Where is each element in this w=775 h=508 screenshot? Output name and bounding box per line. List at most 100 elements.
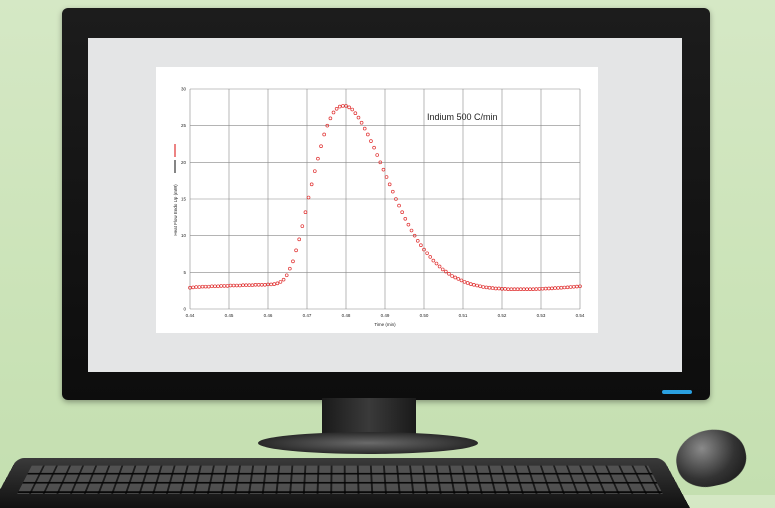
data-point [273, 283, 276, 286]
data-point [210, 285, 213, 288]
chart-panel: 0.44 0.45 0.46 0.47 0.48 0.49 0.50 0.51 0.52 0.53… [156, 67, 598, 333]
data-point [463, 280, 466, 283]
dsc-chart: 0.44 0.45 0.46 0.47 0.48 0.49 0.50 0.51 0.52 0.53… [156, 67, 598, 333]
data-point [201, 285, 204, 288]
data-point [363, 127, 366, 130]
data-point [538, 287, 541, 290]
data-point [204, 285, 207, 288]
y-tick-label: 25 [181, 123, 187, 128]
data-point [338, 105, 341, 108]
data-point [419, 244, 422, 247]
data-point [223, 284, 226, 287]
data-point [451, 275, 454, 278]
screen: 0.44 0.45 0.46 0.47 0.48 0.49 0.50 0.51 0.52 0.53… [88, 38, 682, 372]
data-point [522, 288, 525, 291]
data-point [388, 183, 391, 186]
y-tick-label: 20 [181, 160, 187, 165]
data-point [351, 108, 354, 111]
x-tick-labels: 0.44 0.45 0.46 0.47 0.48 0.49 0.50 0.51 0.52 0.53… [186, 313, 585, 318]
data-point [263, 283, 266, 286]
data-point [235, 284, 238, 287]
data-point [313, 170, 316, 173]
data-point [563, 286, 566, 289]
data-point [466, 282, 469, 285]
data-point [454, 276, 457, 279]
data-point [554, 287, 557, 290]
data-point [519, 288, 522, 291]
data-point [391, 190, 394, 193]
y-axis-label: Heat Flow Endo Up (mW) [173, 184, 178, 236]
data-point [304, 211, 307, 214]
data-point [376, 154, 379, 157]
data-point [332, 111, 335, 114]
x-tick-label: 0.46 [264, 313, 273, 318]
y-tick-label: 5 [183, 270, 186, 275]
data-point [416, 239, 419, 242]
data-point [510, 288, 513, 291]
monitor-stand-base [258, 432, 478, 454]
data-point [544, 287, 547, 290]
data-point [260, 283, 263, 286]
data-point [217, 285, 220, 288]
data-point [207, 285, 210, 288]
x-tick-label: 0.54 [576, 313, 585, 318]
data-point [254, 283, 257, 286]
data-point [357, 116, 360, 119]
data-point [575, 285, 578, 288]
data-point [566, 286, 569, 289]
data-point [282, 278, 285, 281]
x-axis-label: Time (min) [374, 322, 396, 327]
x-tick-label: 0.45 [225, 313, 234, 318]
data-point [360, 121, 363, 124]
data-point [292, 260, 295, 263]
keyboard [0, 458, 690, 508]
data-point [232, 284, 235, 287]
data-point [373, 146, 376, 149]
data-point [529, 288, 532, 291]
data-point [220, 284, 223, 287]
data-point [569, 286, 572, 289]
data-point [323, 133, 326, 136]
data-point [494, 287, 497, 290]
x-tick-label: 0.44 [186, 313, 195, 318]
data-point [457, 277, 460, 280]
data-point [329, 117, 332, 120]
data-point [192, 286, 195, 289]
data-point [550, 287, 553, 290]
data-point [541, 287, 544, 290]
data-point [460, 279, 463, 282]
data-point [270, 283, 273, 286]
data-point [385, 176, 388, 179]
data-point [316, 157, 319, 160]
data-point [310, 183, 313, 186]
data-point [307, 196, 310, 199]
data-point [370, 140, 373, 143]
data-point [320, 145, 323, 148]
data-point [513, 288, 516, 291]
data-point [335, 107, 338, 110]
data-point [285, 274, 288, 277]
data-point [491, 287, 494, 290]
data-point [448, 272, 451, 275]
data-point [435, 262, 438, 265]
data-point [276, 282, 279, 285]
data-point [432, 259, 435, 262]
data-point [572, 285, 575, 288]
y-tick-label: 0 [183, 307, 186, 312]
power-led [662, 390, 692, 394]
data-point [504, 287, 507, 290]
data-point [398, 204, 401, 207]
data-point [472, 283, 475, 286]
x-tick-label: 0.51 [459, 313, 468, 318]
data-point [382, 168, 385, 171]
y-tick-label: 30 [181, 87, 187, 92]
data-point [557, 286, 560, 289]
data-point [348, 106, 351, 109]
data-point [251, 284, 254, 287]
data-point [469, 283, 472, 286]
data-point [479, 285, 482, 288]
data-point [482, 286, 485, 289]
data-point [547, 287, 550, 290]
data-point [242, 284, 245, 287]
data-point [488, 286, 491, 289]
